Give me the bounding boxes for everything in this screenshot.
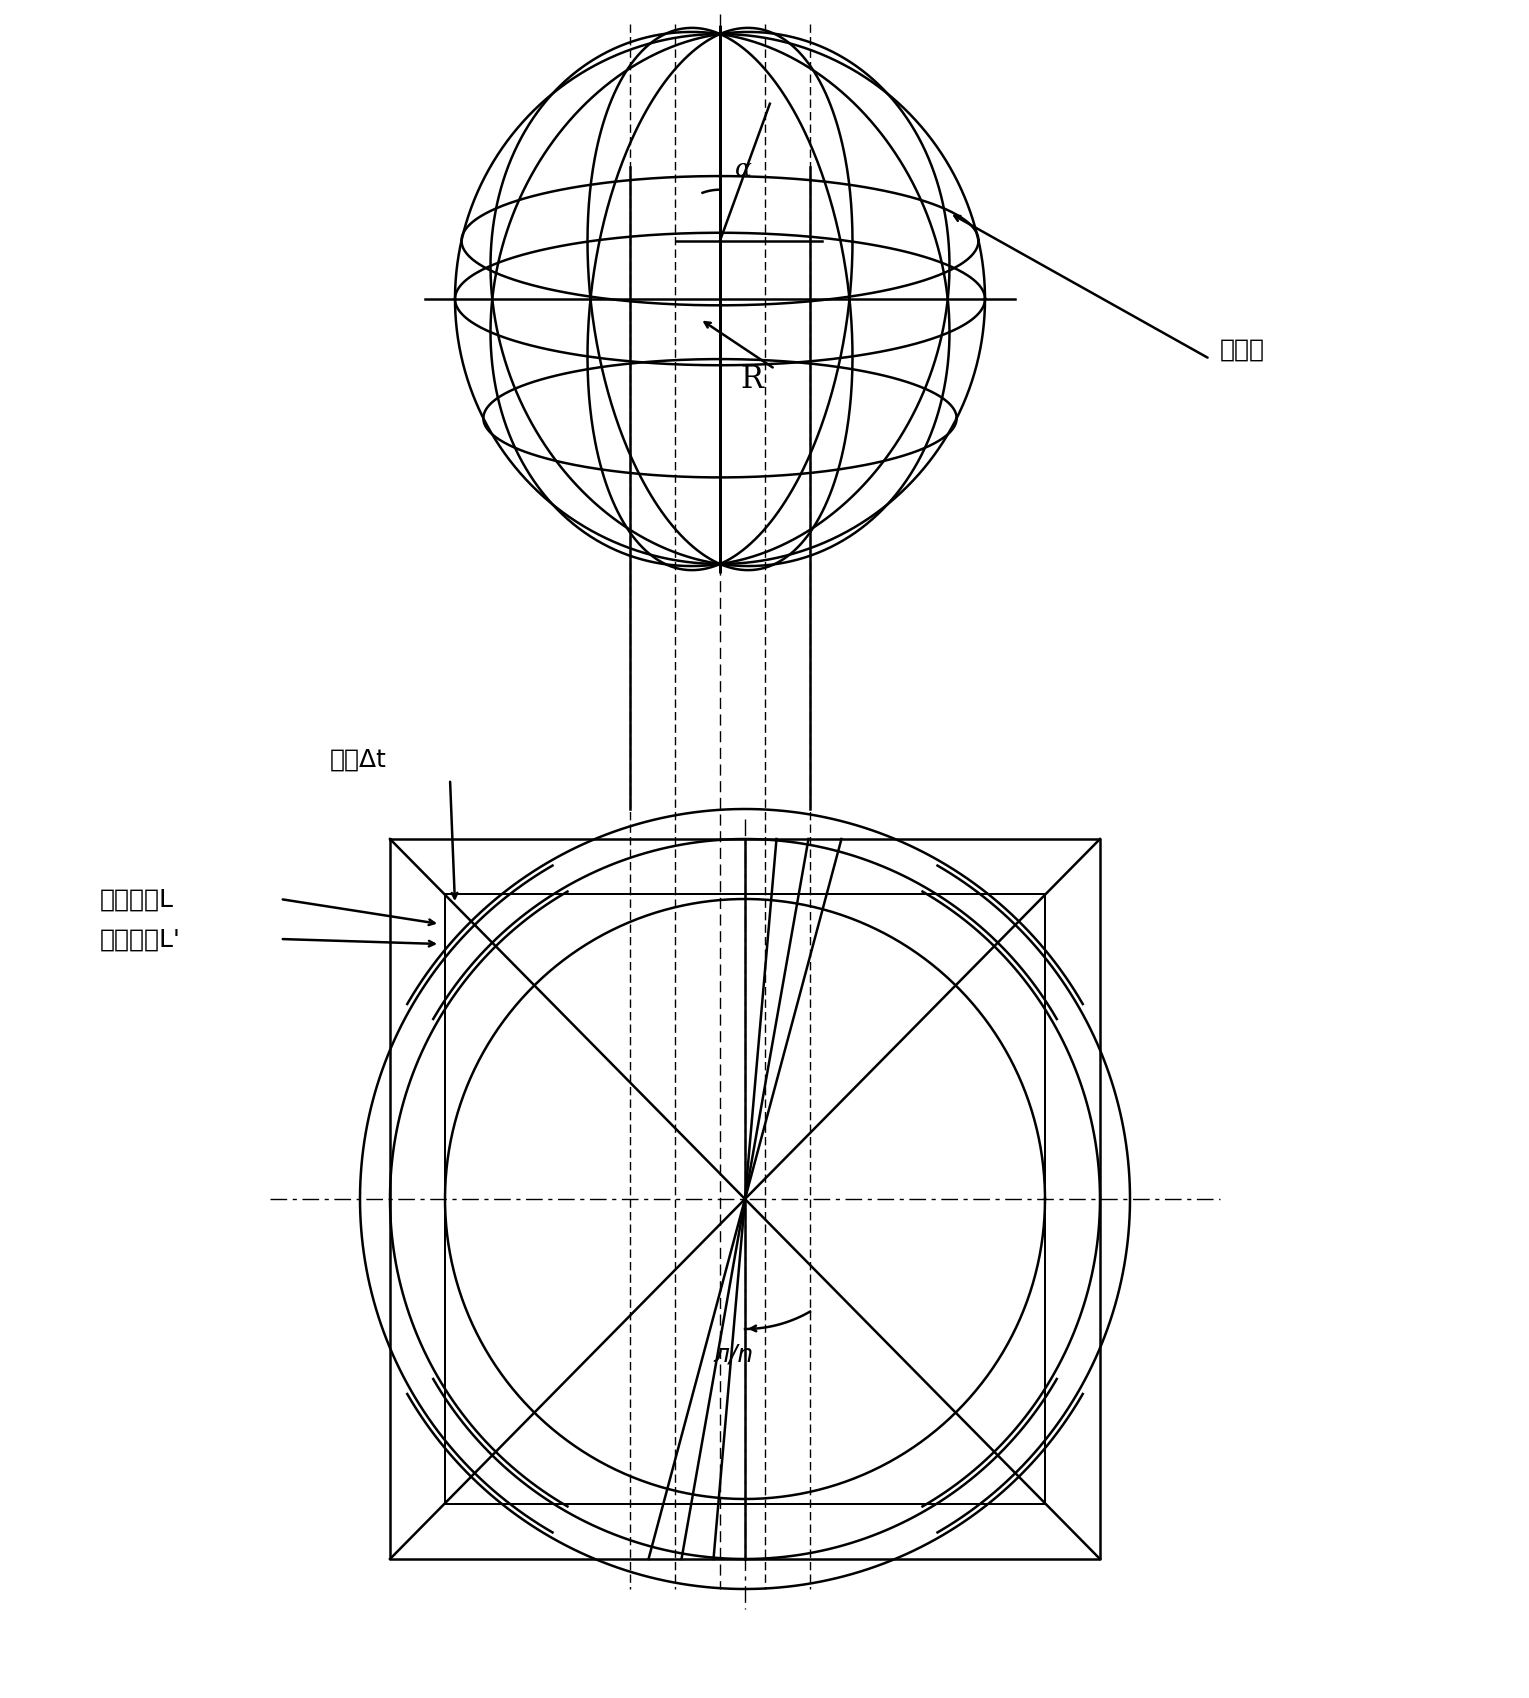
Text: R: R	[740, 365, 763, 396]
Text: 子午面: 子午面	[1220, 338, 1264, 362]
Text: 实际边界L': 实际边界L'	[99, 927, 180, 951]
Text: л/n: л/n	[714, 1341, 754, 1367]
Text: 缺口Δt: 缺口Δt	[330, 747, 387, 771]
Text: α: α	[735, 158, 752, 180]
Text: 理论边界L: 理论边界L	[99, 888, 174, 912]
